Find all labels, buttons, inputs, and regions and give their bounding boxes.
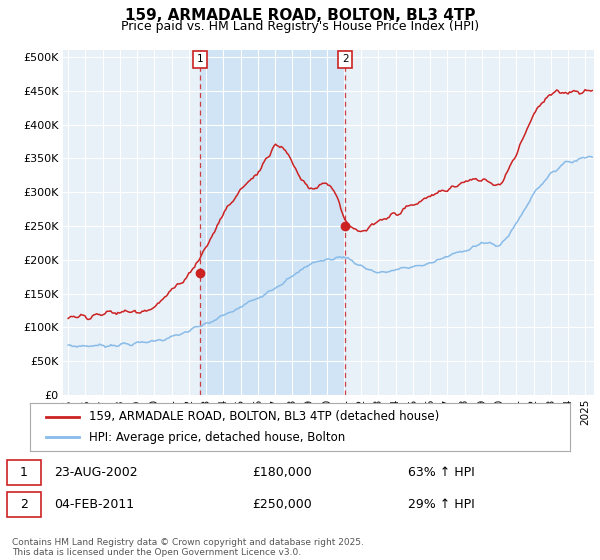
FancyBboxPatch shape xyxy=(7,492,41,517)
FancyBboxPatch shape xyxy=(7,460,41,485)
Text: HPI: Average price, detached house, Bolton: HPI: Average price, detached house, Bolt… xyxy=(89,431,346,444)
Text: 2: 2 xyxy=(20,498,28,511)
Text: Price paid vs. HM Land Registry's House Price Index (HPI): Price paid vs. HM Land Registry's House … xyxy=(121,20,479,33)
Bar xyxy=(200,50,346,395)
Text: £180,000: £180,000 xyxy=(252,466,312,479)
Text: 29% ↑ HPI: 29% ↑ HPI xyxy=(408,498,475,511)
Text: 04-FEB-2011: 04-FEB-2011 xyxy=(54,498,134,511)
Text: 1: 1 xyxy=(197,54,203,64)
Text: 23-AUG-2002: 23-AUG-2002 xyxy=(54,466,137,479)
Text: Contains HM Land Registry data © Crown copyright and database right 2025.
This d: Contains HM Land Registry data © Crown c… xyxy=(12,538,364,557)
Text: 159, ARMADALE ROAD, BOLTON, BL3 4TP (detached house): 159, ARMADALE ROAD, BOLTON, BL3 4TP (det… xyxy=(89,410,440,423)
Text: 159, ARMADALE ROAD, BOLTON, BL3 4TP: 159, ARMADALE ROAD, BOLTON, BL3 4TP xyxy=(125,8,475,24)
Text: 1: 1 xyxy=(20,466,28,479)
Text: £250,000: £250,000 xyxy=(252,498,312,511)
Text: 63% ↑ HPI: 63% ↑ HPI xyxy=(408,466,475,479)
Text: 2: 2 xyxy=(342,54,349,64)
